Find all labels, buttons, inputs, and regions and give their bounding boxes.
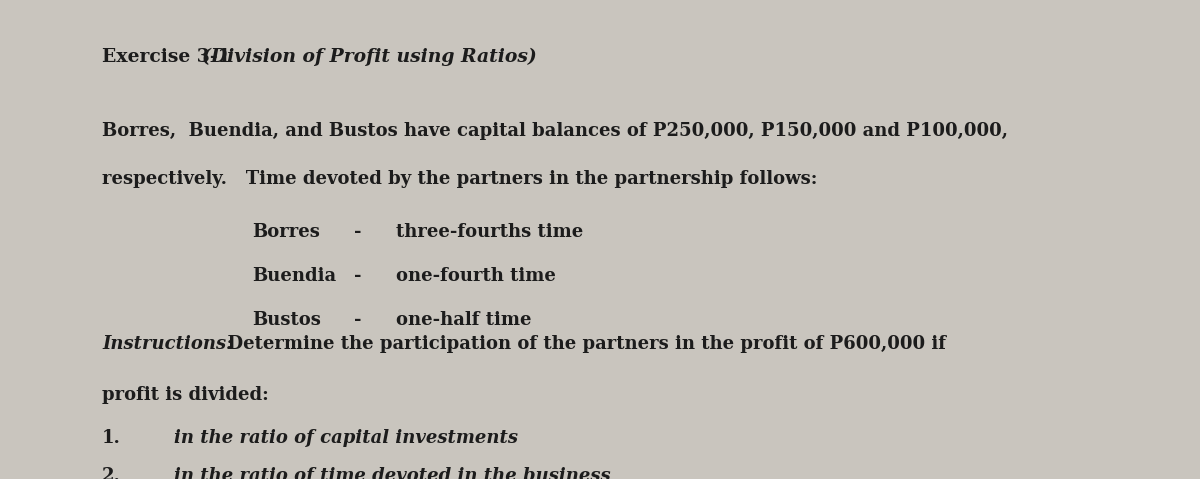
Text: Buendia: Buendia: [252, 267, 336, 285]
Text: 1.: 1.: [102, 429, 121, 447]
Text: -: -: [354, 311, 361, 329]
Text: one-half time: one-half time: [396, 311, 532, 329]
Text: Exercise 3-1: Exercise 3-1: [102, 48, 238, 66]
Text: -: -: [354, 267, 361, 285]
Text: Instructions:: Instructions:: [102, 335, 233, 354]
Text: -: -: [354, 223, 361, 241]
Text: Bustos: Bustos: [252, 311, 320, 329]
Text: three-fourths time: three-fourths time: [396, 223, 583, 241]
Text: one-fourth time: one-fourth time: [396, 267, 556, 285]
Text: Borres,  Buendia, and Bustos have capital balances of P250,000, P150,000 and P10: Borres, Buendia, and Bustos have capital…: [102, 122, 1008, 140]
Text: (Division of Profit using Ratios): (Division of Profit using Ratios): [202, 48, 536, 66]
Text: Borres: Borres: [252, 223, 320, 241]
Text: profit is divided:: profit is divided:: [102, 386, 269, 404]
Text: in the ratio of time devoted in the business: in the ratio of time devoted in the busi…: [174, 467, 611, 479]
Text: respectively.   Time devoted by the partners in the partnership follows:: respectively. Time devoted by the partne…: [102, 170, 817, 188]
Text: in the ratio of capital investments: in the ratio of capital investments: [174, 429, 518, 447]
Text: Determine the participation of the partners in the profit of P600,000 if: Determine the participation of the partn…: [215, 335, 946, 354]
Text: 2.: 2.: [102, 467, 121, 479]
